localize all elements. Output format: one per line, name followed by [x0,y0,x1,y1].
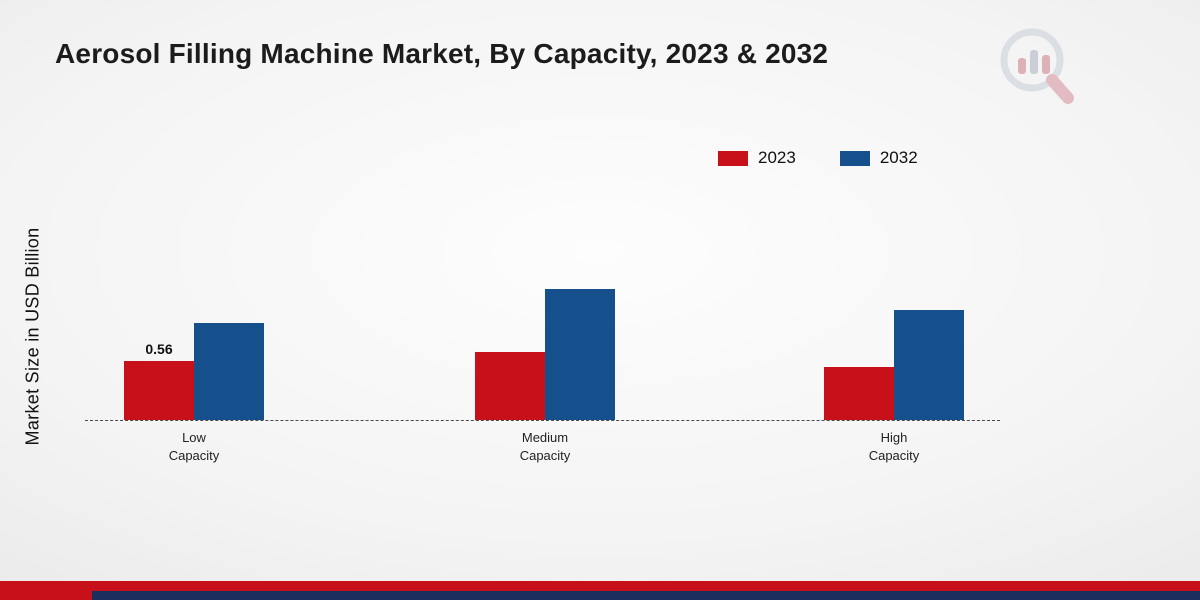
bar-2023-low-capacity: 0.56 [124,341,194,420]
bar-2032-medium-capacity [545,289,615,420]
bar-group-low-capacity: 0.56 Low Capacity [124,323,264,463]
x-axis-line [85,420,1000,421]
legend-item-2032: 2032 [839,148,918,168]
legend-swatch-2032 [839,150,870,166]
legend-label-2032: 2032 [879,148,918,167]
bar-group-high-capacity: High Capacity [824,310,964,463]
legend-swatch-2023 [718,150,748,166]
category-label-medium-capacity: Medium Capacity [519,430,571,464]
bar-group-medium-capacity: Medium Capacity [475,289,615,463]
magnifier-bars-logo-icon [1000,28,1074,104]
legend-item-2023: 2023 [718,148,796,168]
category-label-high-capacity: High Capacity [868,430,920,464]
brand-logo [990,22,1082,114]
footer-navy-stripe [92,591,1200,600]
bar-2032-low-capacity [194,323,264,420]
y-axis-label: Market Size in USD Billion [22,227,43,446]
plot-area: 0.56 Low Capacity Medium Capacity High Capacit… [85,200,1000,463]
legend-label-2023: 2023 [758,148,796,167]
category-label-low-capacity: Low Capacity [168,430,220,464]
legend: 2023 2032 [718,148,918,168]
page-title: Aerosol Filling Machine Market, By Capac… [55,38,829,69]
bar-2023-medium-capacity [475,352,545,420]
bar-2023-high-capacity [824,367,894,420]
bar-value-label: 0.56 [145,341,173,357]
bar-2032-high-capacity [894,310,964,420]
